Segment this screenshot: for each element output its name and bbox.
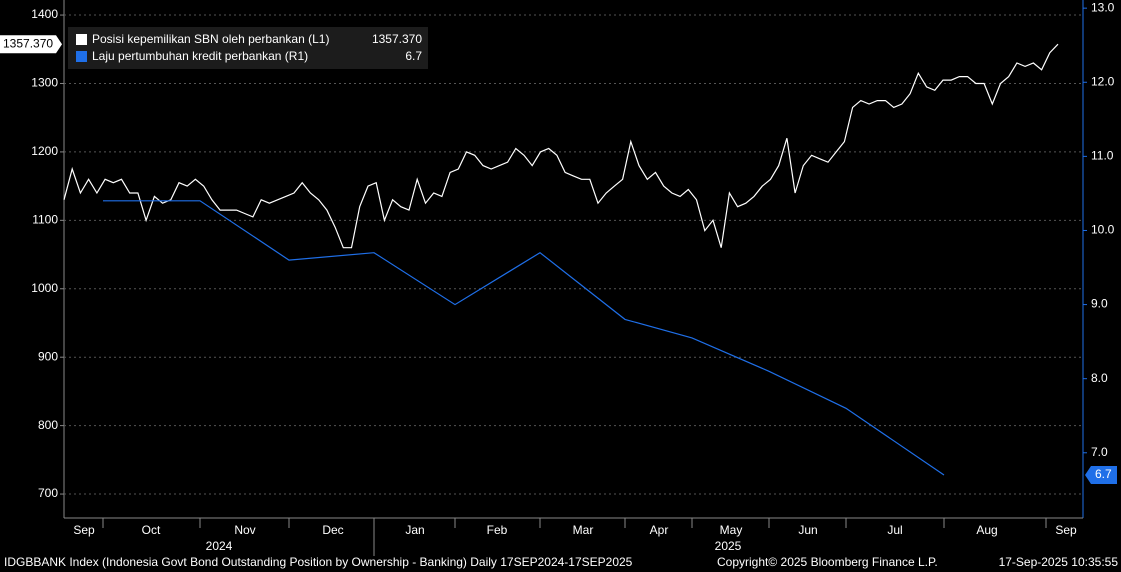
series-line — [63, 43, 1059, 249]
x-tick-label: Dec — [322, 523, 343, 537]
x-tick-label: Jan — [405, 523, 424, 537]
footer-copyright: Copyright© 2025 Bloomberg Finance L.P. — [717, 555, 938, 569]
x-tick-label: Apr — [650, 523, 669, 537]
x-tick-label: Mar — [573, 523, 594, 537]
y-tick-label: 1200 — [31, 144, 58, 158]
legend-value: 6.7 — [405, 49, 422, 63]
legend-swatch — [76, 51, 87, 62]
footer-source: IDGBBANK Index (Indonesia Govt Bond Outs… — [4, 555, 633, 569]
y-tick-label: 700 — [38, 486, 58, 500]
legend-label: Laju pertumbuhan kredit perbankan (R1) — [92, 49, 308, 63]
y2-tick-label: 10.0 — [1091, 223, 1115, 237]
legend-value: 1357.370 — [372, 32, 422, 46]
y-tick-label: 1100 — [32, 213, 58, 227]
x-tick-label: Sep — [73, 523, 95, 537]
value-tag-label: 6.7 — [1095, 467, 1112, 481]
y-tick-label: 1400 — [31, 7, 58, 21]
value-tag-label: 1357.370 — [3, 36, 53, 50]
x-tick-label: Sep — [1055, 523, 1077, 537]
y2-tick-label: 12.0 — [1091, 74, 1115, 88]
series-line — [103, 200, 945, 476]
x-tick-label: Aug — [976, 523, 997, 537]
value-tag — [0, 35, 62, 54]
x-tick-label: May — [720, 523, 743, 537]
x-tick-label: Nov — [234, 523, 255, 537]
x-tick-label: Feb — [487, 523, 508, 537]
year-label: 2025 — [715, 539, 742, 553]
x-tick-label: Jul — [887, 523, 902, 537]
year-label: 2024 — [206, 539, 233, 553]
y2-tick-label: 9.0 — [1091, 297, 1108, 311]
y2-tick-label: 8.0 — [1091, 371, 1108, 385]
x-tick-label: Jun — [798, 523, 817, 537]
legend-swatch — [76, 34, 87, 45]
y-tick-label: 1000 — [31, 281, 58, 295]
y2-tick-label: 13.0 — [1091, 0, 1115, 14]
y2-tick-label: 11.0 — [1091, 149, 1114, 163]
y-tick-label: 900 — [38, 349, 58, 363]
value-tag — [1085, 466, 1117, 485]
legend-label: Posisi kepemilikan SBN oleh perbankan (L… — [92, 32, 329, 46]
legend-box — [68, 27, 428, 69]
y2-tick-label: 7.0 — [1091, 445, 1108, 459]
y-tick-label: 800 — [38, 418, 58, 432]
x-tick-label: Oct — [142, 523, 161, 537]
y-tick-label: 1300 — [31, 76, 58, 90]
footer-timestamp: 17-Sep-2025 10:35:55 — [999, 555, 1119, 569]
